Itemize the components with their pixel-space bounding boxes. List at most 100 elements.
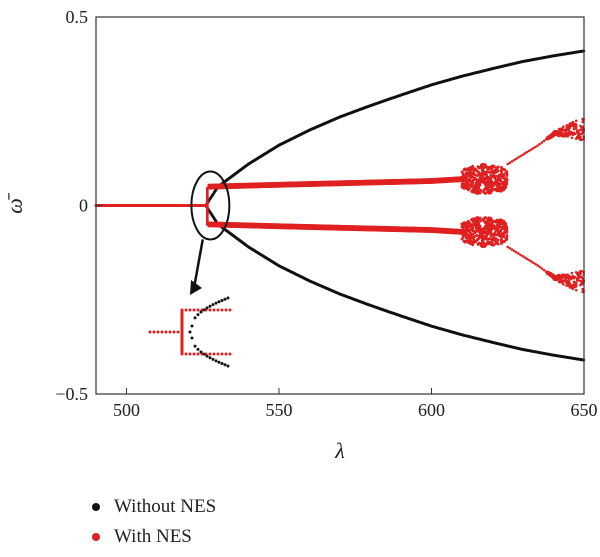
inset-without-nes-point <box>217 300 221 304</box>
inset-without-nes-point <box>196 347 200 351</box>
with-nes-point <box>499 228 502 232</box>
inset-without-nes-point <box>214 301 218 305</box>
inset-without-nes-point <box>226 364 230 368</box>
with-nes-point <box>483 242 486 245</box>
with-nes-point <box>510 248 514 251</box>
with-nes-point <box>510 160 514 163</box>
inset-without-nes-point <box>208 304 212 308</box>
with-nes-point <box>525 150 529 154</box>
with-nes-point <box>542 268 546 272</box>
with-nes-point <box>478 216 482 220</box>
with-nes-point <box>486 242 490 246</box>
with-nes-point <box>529 148 533 151</box>
with-nes-point <box>469 168 472 172</box>
with-nes-point <box>503 231 507 234</box>
with-nes-point <box>514 250 518 254</box>
with-nes-point <box>496 165 500 169</box>
inset-without-nes-point <box>193 344 197 348</box>
with-nes-point <box>569 283 573 287</box>
inset-with-nes-point <box>152 330 156 334</box>
with-nes-point <box>581 277 584 280</box>
inset-with-nes-point <box>184 352 188 356</box>
with-nes-point <box>572 280 576 284</box>
with-nes-point <box>505 227 509 231</box>
inset-without-nes-point <box>199 310 203 314</box>
with-nes-point <box>494 170 498 174</box>
with-nes-point <box>500 171 503 175</box>
plot-layer <box>94 49 586 368</box>
with-nes-point <box>474 230 478 233</box>
with-nes-point <box>484 216 487 220</box>
x-axis-label: λ <box>334 438 345 463</box>
with-nes-point <box>523 256 527 259</box>
inset-with-nes-point <box>220 352 224 356</box>
with-nes-point <box>574 285 578 288</box>
with-nes-point <box>474 178 478 181</box>
with-nes-point <box>465 224 469 227</box>
x-tick-label: 650 <box>571 400 598 420</box>
with-nes-point <box>477 171 481 175</box>
inset-with-nes-point <box>172 330 176 334</box>
inset-without-nes-point <box>223 363 227 367</box>
with-nes-point <box>505 170 509 173</box>
with-nes-point <box>506 245 510 249</box>
with-nes-point <box>574 127 578 130</box>
inset-without-nes-point <box>193 316 197 320</box>
inset-without-nes-point <box>226 296 230 300</box>
with-nes-point <box>570 136 574 140</box>
with-nes-point <box>468 179 471 182</box>
with-nes-point <box>488 240 492 244</box>
with-nes-point <box>483 166 486 169</box>
with-nes-point <box>495 184 499 188</box>
with-nes-point <box>500 185 503 189</box>
with-nes-point <box>523 152 527 155</box>
with-nes-point <box>502 235 506 238</box>
with-nes-point <box>529 260 533 263</box>
with-nes-point <box>488 219 492 223</box>
with-nes-point <box>574 288 578 292</box>
with-nes-point <box>574 281 578 284</box>
with-nes-point <box>506 162 510 166</box>
with-nes-point <box>471 243 475 247</box>
with-nes-point <box>574 119 578 123</box>
with-nes-point <box>499 179 502 183</box>
with-nes-point <box>478 191 482 195</box>
with-nes-point <box>484 230 487 234</box>
with-nes-point <box>497 184 501 188</box>
with-nes-point <box>499 225 502 229</box>
with-nes-point <box>578 129 581 132</box>
with-nes-point <box>493 168 497 172</box>
with-nes-point <box>492 243 496 247</box>
with-nes-point <box>477 236 481 240</box>
legend-marker-with-nes <box>92 533 100 541</box>
with-nes-point <box>470 171 474 175</box>
with-nes-point <box>500 242 503 245</box>
with-nes-point <box>574 123 578 126</box>
inset-without-nes-point <box>211 357 215 361</box>
inset-with-nes-point <box>228 352 232 356</box>
ticks-layer: 500 550 600 650 0.5 0 −0.5 <box>55 7 597 420</box>
with-nes-point <box>479 219 483 222</box>
with-nes-point <box>470 183 474 187</box>
with-nes-point <box>565 131 568 135</box>
with-nes-point <box>485 237 488 241</box>
with-nes-point <box>478 183 482 187</box>
with-nes-point <box>559 276 563 280</box>
inset-without-nes-point <box>223 297 227 301</box>
x-tick-label: 550 <box>266 400 293 420</box>
with-nes-point <box>500 222 503 226</box>
with-nes-point <box>499 182 502 186</box>
with-nes-point <box>468 229 471 232</box>
with-nes-point <box>559 131 563 135</box>
legend-label-with-nes: With NES <box>114 526 192 547</box>
with-nes-point <box>484 191 487 195</box>
inset-with-nes-point <box>224 352 228 356</box>
zoom-arrow-head <box>190 280 202 295</box>
with-nes-point <box>505 229 509 233</box>
with-nes-point <box>512 158 516 162</box>
inset-without-nes-point <box>220 298 224 302</box>
inset-with-nes-point <box>188 308 192 312</box>
with-nes-point <box>485 170 488 174</box>
with-nes-point <box>469 231 472 235</box>
with-nes-point <box>473 173 477 177</box>
